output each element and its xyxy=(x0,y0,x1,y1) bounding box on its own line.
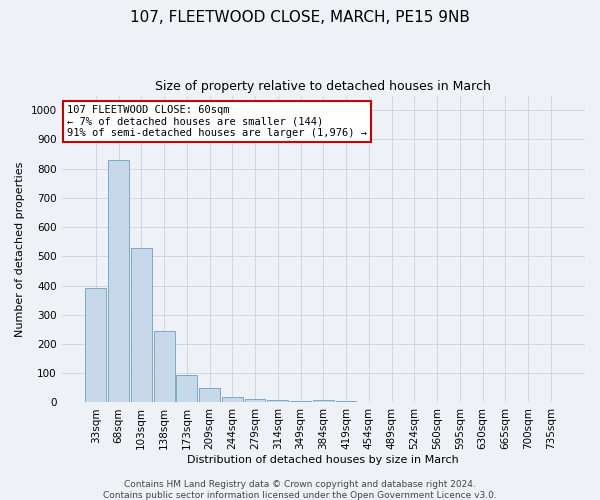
Text: Contains HM Land Registry data © Crown copyright and database right 2024.
Contai: Contains HM Land Registry data © Crown c… xyxy=(103,480,497,500)
Bar xyxy=(335,400,356,402)
Y-axis label: Number of detached properties: Number of detached properties xyxy=(15,162,25,336)
Bar xyxy=(268,400,288,402)
Bar xyxy=(313,400,334,402)
X-axis label: Distribution of detached houses by size in March: Distribution of detached houses by size … xyxy=(187,455,459,465)
Bar xyxy=(245,399,265,402)
Bar xyxy=(222,396,243,402)
Bar xyxy=(176,374,197,402)
Bar xyxy=(290,401,311,402)
Bar xyxy=(154,331,175,402)
Title: Size of property relative to detached houses in March: Size of property relative to detached ho… xyxy=(155,80,491,93)
Text: 107, FLEETWOOD CLOSE, MARCH, PE15 9NB: 107, FLEETWOOD CLOSE, MARCH, PE15 9NB xyxy=(130,10,470,25)
Bar xyxy=(85,288,106,403)
Bar xyxy=(108,160,129,402)
Bar xyxy=(131,248,152,402)
Bar xyxy=(199,388,220,402)
Text: 107 FLEETWOOD CLOSE: 60sqm
← 7% of detached houses are smaller (144)
91% of semi: 107 FLEETWOOD CLOSE: 60sqm ← 7% of detac… xyxy=(67,105,367,138)
